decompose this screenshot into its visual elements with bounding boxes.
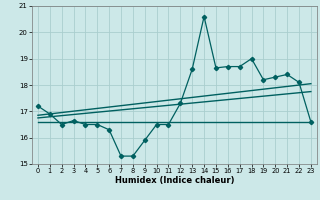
X-axis label: Humidex (Indice chaleur): Humidex (Indice chaleur) bbox=[115, 176, 234, 185]
